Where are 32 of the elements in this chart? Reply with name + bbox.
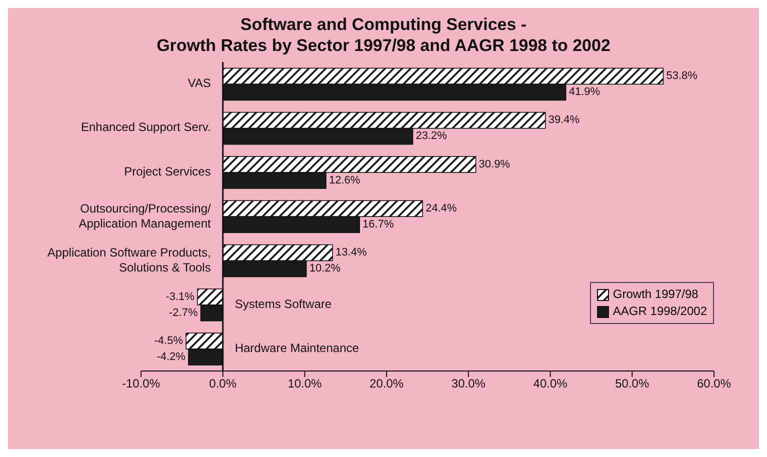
- data-label: 41.9%: [568, 86, 600, 98]
- y-tick-label: Enhanced Support Serv.: [80, 120, 211, 134]
- data-label: 23.2%: [416, 130, 448, 142]
- y-tick-label: Outsourcing/Processing/ Application Management: [78, 202, 212, 231]
- y-tick-label: Application Software Products, Solutions & Tools: [47, 246, 211, 275]
- x-tick-label: -10.0%: [122, 376, 160, 391]
- y-tick-label: Project Services: [124, 164, 211, 179]
- data-label: -4.2%: [156, 350, 186, 363]
- x-tick-label: 50.0%: [615, 376, 650, 391]
- data-label: 53.8%: [666, 70, 698, 82]
- data-label: 24.4%: [426, 202, 457, 215]
- x-tick-label: 10.0%: [288, 376, 322, 391]
- data-label: 39.4%: [548, 114, 580, 126]
- data-label: -4.5%: [154, 334, 184, 347]
- data-label: -2.7%: [169, 306, 198, 319]
- data-label: 12.6%: [328, 174, 360, 186]
- data-label: 13.4%: [336, 246, 367, 259]
- data-label: 16.7%: [362, 218, 394, 231]
- data-label: -3.1%: [166, 290, 195, 303]
- legend-label: AAGR 1998/2002: [612, 303, 707, 320]
- y-tick-label: VAS: [188, 76, 211, 90]
- data-label: 10.2%: [309, 262, 341, 275]
- y-tick-label: Systems Software: [234, 296, 332, 311]
- legend-label: Growth 1997/98: [612, 286, 698, 303]
- x-tick-label: 20.0%: [370, 376, 404, 391]
- x-tick-label: 60.0%: [696, 376, 732, 391]
- data-label: 30.9%: [478, 158, 510, 170]
- x-tick-label: 0.0%: [209, 376, 237, 391]
- x-tick-label: 40.0%: [533, 376, 568, 391]
- y-tick-label: Hardware Maintenance: [234, 341, 360, 356]
- chart-title: Software and Computing Services - Growth Rates by Sector 1997/98 and AAGR 1998 to 2002: [156, 14, 612, 55]
- x-tick-label: 30.0%: [451, 376, 486, 391]
